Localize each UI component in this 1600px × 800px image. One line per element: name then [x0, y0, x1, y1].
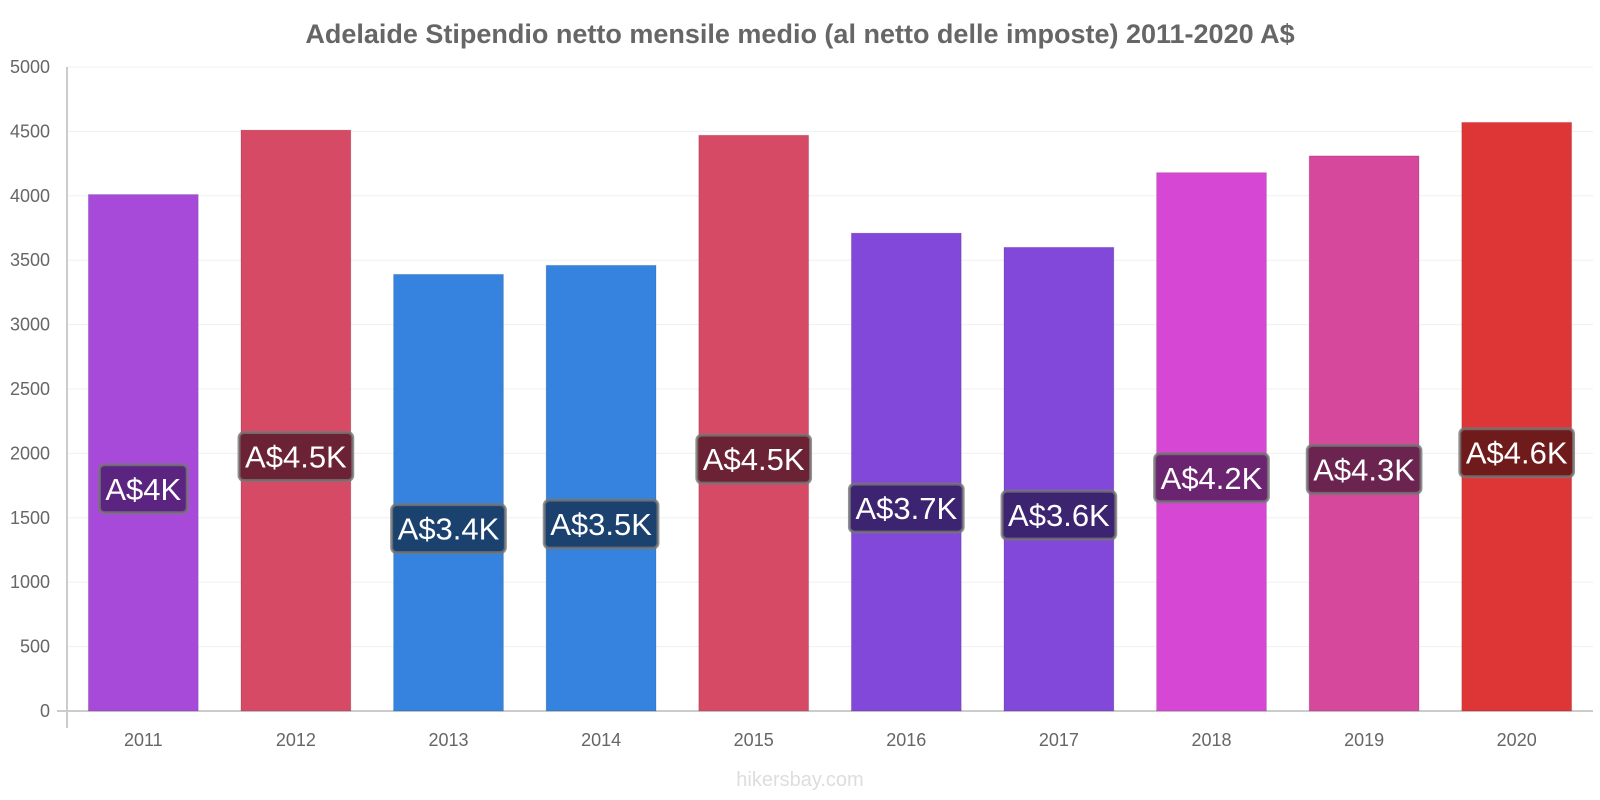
y-tick-labels: 0 500 1000 1500 2000 2500 3000 3500 4000 4500 5000 [10, 57, 50, 721]
y-tick-label: 2500 [10, 379, 50, 399]
x-tick-label: 2014 [581, 730, 621, 750]
data-label-box [390, 503, 507, 555]
y-tick-label: 2000 [10, 443, 50, 463]
data-label-box [542, 498, 660, 550]
x-tick-labels: 2011 2012 2013 2014 2015 2016 2017 2018 2019 2020 [124, 730, 1537, 750]
x-tick-label: 2016 [886, 730, 926, 750]
data-label-box [237, 431, 355, 483]
bar-2014 [545, 264, 657, 712]
bar-2013 [393, 273, 504, 712]
y-tick-label: 3500 [10, 250, 50, 270]
data-label-2012: A$4.5K [237, 431, 355, 483]
data-label-text: A$4.3K [1313, 452, 1415, 487]
data-label-box [695, 433, 813, 485]
x-tick-label: 2019 [1344, 730, 1384, 750]
data-label-2017: A$3.6K [1000, 489, 1118, 541]
bar-2019 [1308, 155, 1420, 712]
y-tick-label: 1000 [10, 572, 50, 592]
x-tick-label: 2018 [1191, 730, 1231, 750]
data-label-box [1458, 427, 1576, 479]
data-label-2020: A$4.6K [1458, 427, 1576, 479]
bar-2016 [850, 232, 962, 712]
bar-2012 [240, 129, 352, 712]
y-tick-label: 500 [20, 637, 50, 657]
data-label-text: A$4.6K [1466, 436, 1568, 471]
data-label-text: A$3.7K [855, 491, 957, 526]
data-label-text: A$3.4K [398, 512, 500, 547]
data-label-text: A$4.5K [245, 440, 347, 475]
data-label-text: A$3.5K [550, 507, 652, 542]
y-tick-label: 1500 [10, 508, 50, 528]
bar-2020 [1461, 121, 1573, 712]
data-label-2019: A$4.3K [1305, 443, 1423, 495]
bar-2017 [1003, 246, 1115, 712]
y-tick-label: 4000 [10, 186, 50, 206]
bar-2018 [1156, 172, 1267, 712]
y-tick-label: 3000 [10, 315, 50, 335]
y-tick-label: 5000 [10, 57, 50, 77]
data-label-box [1305, 443, 1423, 495]
data-label-box [1000, 489, 1118, 541]
data-label-2016: A$3.7K [847, 482, 965, 534]
x-tick-label: 2015 [734, 730, 774, 750]
y-tick-label: 4500 [10, 121, 50, 141]
y-tick-label: 0 [40, 701, 50, 721]
chart-title: Adelaide Stipendio netto mensile medio (… [305, 19, 1294, 49]
data-label-text: A$3.6K [1008, 498, 1110, 533]
data-label-2011: A$4K [97, 463, 189, 515]
x-tick-label: 2013 [428, 730, 468, 750]
x-tick-label: 2011 [124, 730, 163, 750]
data-label-2014: A$3.5K [542, 498, 660, 550]
data-label-box [97, 463, 189, 515]
data-label-2013: A$3.4K [390, 503, 507, 555]
watermark: hikersbay.com [736, 769, 863, 791]
bars [87, 121, 1573, 712]
data-label-text: A$4.2K [1161, 461, 1263, 496]
data-label-box [1153, 452, 1270, 504]
data-label-text: A$4K [105, 472, 181, 507]
data-label-box [847, 482, 965, 534]
data-label-2015: A$4.5K [695, 433, 813, 485]
data-label-2018: A$4.2K [1153, 452, 1270, 504]
data-labels: A$4K A$4.5K A$3.4K A$3.5K A$4.5K A$3.7K A$3.6K… [97, 427, 1576, 555]
x-tick-label: 2012 [276, 730, 316, 750]
data-label-text: A$4.5K [703, 442, 805, 477]
x-tick-label: 2017 [1039, 730, 1079, 750]
bar-2011 [87, 194, 199, 712]
bar-2015 [698, 134, 810, 712]
x-tick-label: 2020 [1497, 730, 1537, 750]
